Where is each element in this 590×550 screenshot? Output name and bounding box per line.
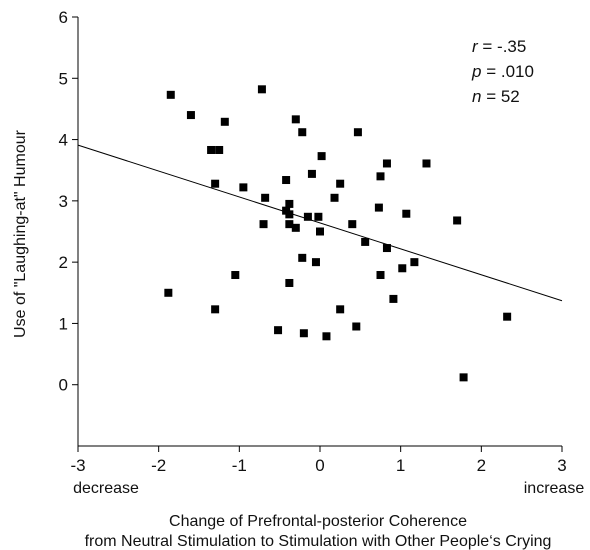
regression-layer	[77, 144, 563, 302]
data-point	[285, 220, 294, 229]
data-point	[307, 169, 316, 178]
data-point	[317, 152, 326, 161]
data-point	[211, 305, 220, 314]
data-point	[330, 193, 339, 202]
x-end-label-decrease: decrease	[73, 480, 139, 497]
stat-n: n = 52	[472, 87, 520, 106]
data-points	[164, 85, 512, 382]
x-tick-label: 0	[315, 456, 324, 475]
data-point	[291, 223, 300, 232]
data-point	[298, 128, 307, 137]
x-end-label-increase: increase	[524, 480, 585, 497]
data-point	[257, 85, 266, 94]
data-point	[207, 145, 216, 154]
y-tick-label: 3	[59, 192, 68, 211]
data-point	[453, 216, 462, 225]
y-tick-label: 5	[59, 69, 68, 88]
data-point	[285, 278, 294, 287]
x-axis-title-line2: from Neutral Stimulation to Stimulation …	[85, 533, 552, 550]
data-point	[239, 183, 248, 192]
data-point	[422, 159, 431, 168]
y-tick-label: 4	[59, 131, 68, 150]
data-point	[376, 271, 385, 280]
x-tick-label: 1	[396, 456, 405, 475]
data-point	[298, 253, 307, 262]
data-point	[220, 117, 229, 126]
y-axis-ticks: 0 1 2 3 4 5 6	[59, 8, 78, 395]
data-point	[382, 159, 391, 168]
data-point	[348, 220, 357, 229]
data-point	[282, 176, 291, 185]
data-point	[322, 332, 331, 341]
data-point	[285, 199, 294, 208]
data-point	[503, 312, 512, 321]
data-point	[316, 227, 324, 236]
y-tick-label: 6	[59, 8, 68, 27]
data-point	[166, 90, 175, 99]
data-point	[186, 111, 195, 120]
x-tick-label: -3	[70, 456, 85, 475]
data-point	[211, 179, 220, 188]
data-point	[303, 212, 312, 221]
data-point	[353, 128, 362, 137]
x-tick-label: 3	[557, 456, 566, 475]
stat-p: p = .010	[471, 62, 534, 81]
data-point	[215, 145, 224, 154]
x-axis-title-line1: Change of Prefrontal-posterior Coherence	[169, 513, 467, 530]
data-point	[299, 329, 308, 338]
data-point	[274, 326, 283, 335]
data-point	[374, 203, 383, 212]
y-axis-title: Use of "Laughing-at" Humour	[12, 129, 29, 338]
data-point	[291, 115, 300, 124]
x-tick-label: -1	[232, 456, 247, 475]
stats-box: r = -.35 p = .010 n = 52	[471, 37, 534, 106]
x-tick-label: 2	[477, 456, 486, 475]
x-tick-label: -2	[151, 456, 166, 475]
data-point	[382, 244, 391, 253]
data-point	[282, 206, 291, 215]
regression-line	[77, 144, 563, 302]
data-point	[398, 264, 407, 273]
y-tick-label: 2	[59, 253, 68, 272]
data-point	[259, 220, 268, 229]
y-tick-label: 0	[59, 376, 68, 395]
x-axis-ticks: -3 -2 -1 0 1 2 3	[70, 446, 567, 475]
data-point	[311, 258, 320, 267]
data-point	[231, 271, 240, 280]
stat-r: r = -.35	[472, 37, 526, 56]
data-point	[336, 179, 345, 188]
data-point	[402, 209, 411, 218]
data-point	[361, 237, 370, 246]
data-point	[336, 305, 345, 314]
y-tick-label: 1	[59, 314, 68, 333]
data-point	[376, 172, 385, 181]
data-point	[410, 258, 419, 267]
data-point	[261, 193, 270, 202]
data-point	[352, 322, 361, 331]
data-point	[164, 288, 173, 297]
data-point	[389, 294, 398, 303]
data-point	[459, 373, 468, 382]
data-point	[314, 212, 323, 221]
